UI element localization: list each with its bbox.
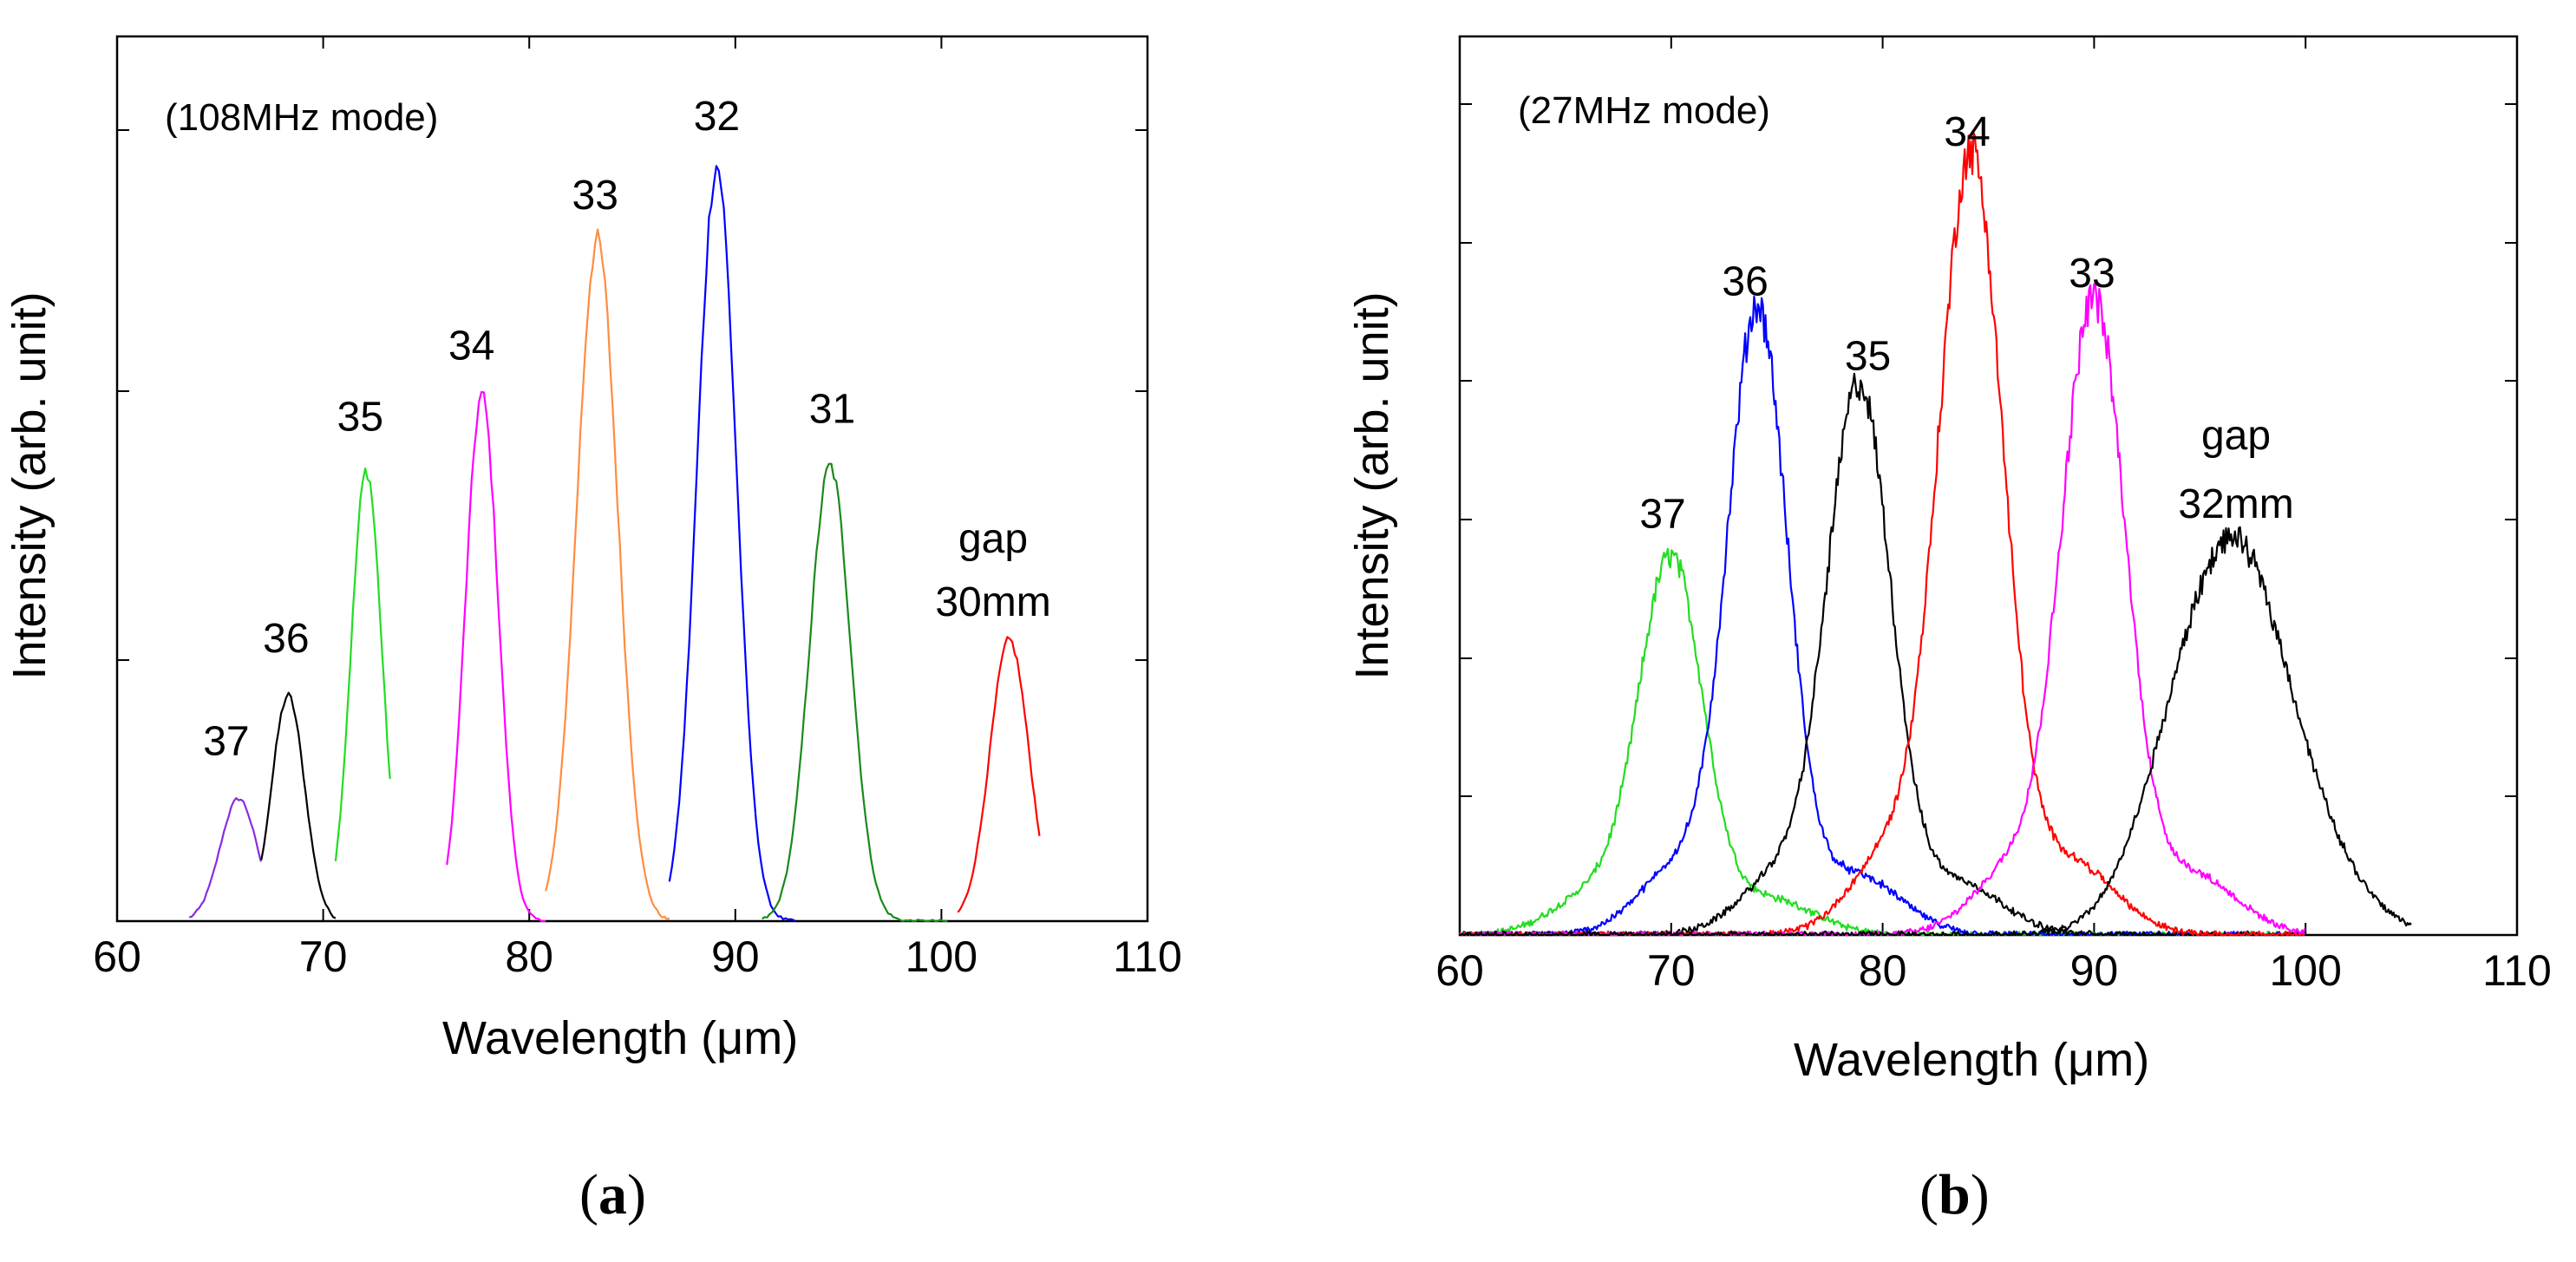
- x-tick-label: 60: [93, 932, 141, 981]
- series-line-33: [545, 228, 670, 921]
- y-axis-label: Intensity (arb. unit): [1346, 291, 1398, 679]
- mode-annotation: (27MHz mode): [1518, 89, 1770, 132]
- peak-label: 35: [337, 395, 383, 441]
- series-line-36: [260, 691, 337, 919]
- mode-annotation: (108MHz mode): [165, 96, 438, 139]
- series-line-gap-32mm: [1460, 526, 2412, 937]
- x-tick-label: 70: [299, 932, 348, 981]
- x-tick-label: 110: [1113, 932, 1182, 981]
- panel-a-chart: 60 70 80 90 100 110 Wavelength (μm) Intensity (…: [3, 35, 1182, 1064]
- x-tick-label: 90: [2070, 946, 2119, 995]
- x-axis-label: Wavelength (μm): [442, 1012, 798, 1064]
- series-line-32: [668, 165, 796, 922]
- peak-label: 37: [1639, 492, 1685, 538]
- peak-label: 36: [263, 616, 309, 662]
- peak-label: 33: [2069, 251, 2115, 297]
- peak-label: 33: [572, 173, 618, 219]
- series-line-31: [762, 462, 948, 923]
- peak-label: 34: [1944, 109, 1990, 155]
- series-line-gap-30mm: [957, 636, 1041, 913]
- plot-frame: [115, 35, 1149, 923]
- gap-value-label: 30mm: [935, 579, 1050, 625]
- x-tick-label: 60: [1435, 946, 1484, 995]
- x-tick-label: 100: [2269, 946, 2341, 995]
- x-tick-label: 80: [505, 932, 553, 981]
- panel-b-label: (b): [1919, 1163, 1990, 1226]
- peak-label: 37: [203, 718, 249, 764]
- x-axis-label: Wavelength (μm): [1794, 1034, 2149, 1086]
- series-line-34: [446, 390, 546, 923]
- series-line-36: [1460, 295, 2306, 937]
- series-line-34: [1459, 132, 2305, 937]
- x-tick-label: 100: [906, 932, 977, 981]
- series-line-37: [1459, 547, 2306, 937]
- panel-a-label: (a): [579, 1163, 646, 1226]
- x-tick-label: 80: [1859, 946, 1907, 995]
- x-tick-label: 70: [1647, 946, 1696, 995]
- gap-label: gap: [958, 516, 1028, 562]
- peak-label: 34: [448, 323, 494, 369]
- series-line-37: [188, 797, 262, 919]
- series-line-33: [1460, 283, 2306, 937]
- plot-frame: [1458, 35, 2519, 937]
- peak-label: 31: [809, 386, 855, 432]
- x-tick-label: 90: [711, 932, 760, 981]
- gap-label: gap: [2201, 413, 2271, 459]
- panel-b-chart: 60 70 80 90 100 110 Wavelength (μm) Intensity (…: [1346, 35, 2552, 1086]
- x-tick-label: 110: [2482, 946, 2552, 995]
- peak-label: 32: [694, 94, 740, 140]
- series-line-35: [1459, 372, 2305, 937]
- series-line-35: [334, 467, 391, 862]
- peak-label: 35: [1845, 334, 1891, 380]
- gap-value-label: 32mm: [2178, 481, 2293, 527]
- y-axis-label: Intensity (arb. unit): [3, 291, 56, 679]
- peak-label: 36: [1722, 258, 1768, 304]
